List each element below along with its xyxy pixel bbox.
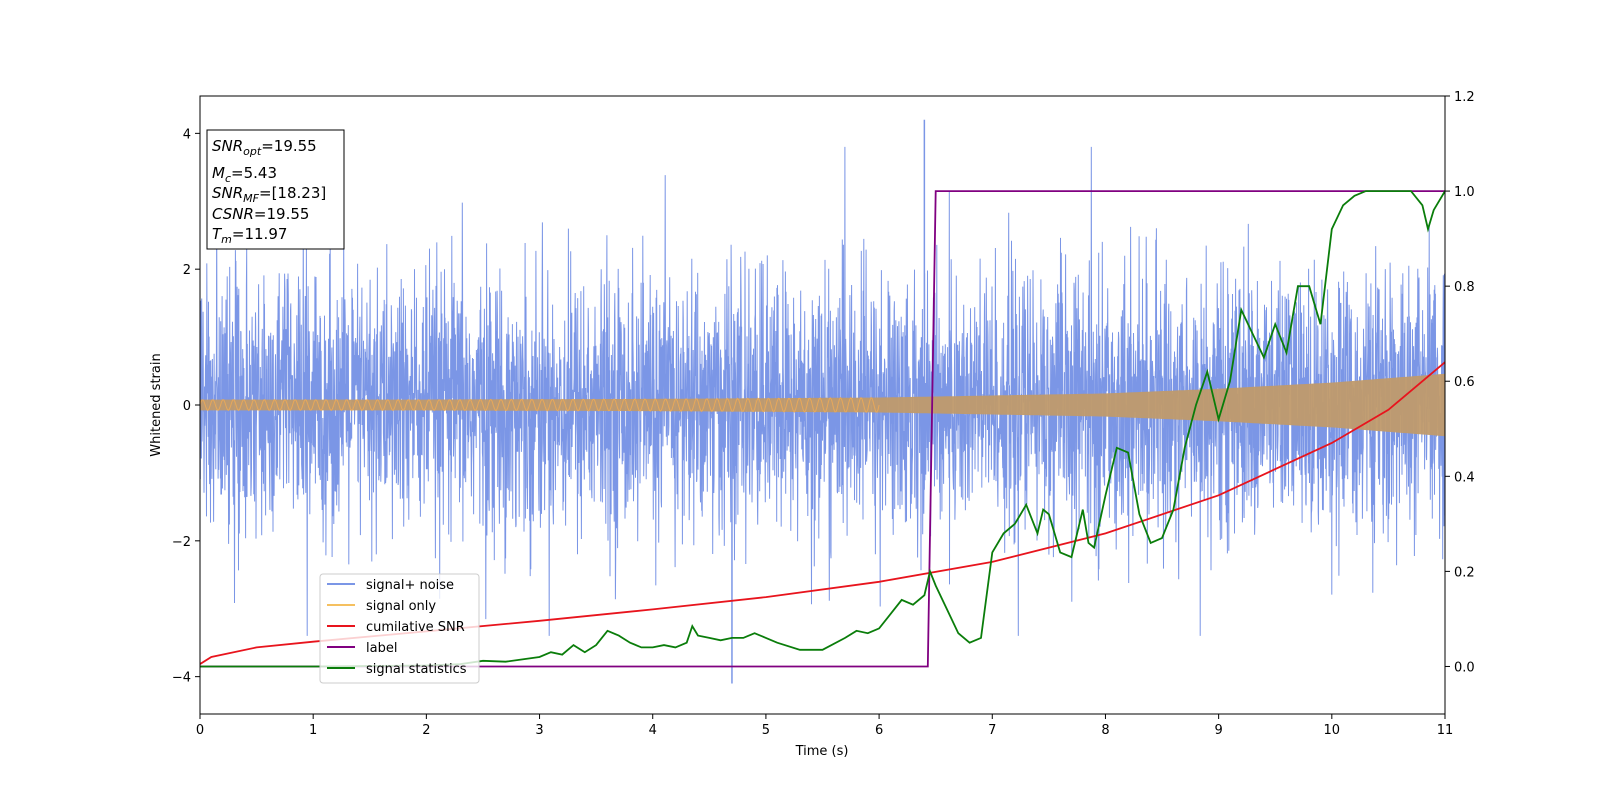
y-tick-right-label: 1.2 — [1454, 90, 1475, 105]
x-tick-label: 0 — [196, 723, 204, 738]
info-box: SNRopt=19.55 Mc=5.43SNRMF=[18.23]CSNR=19.… — [206, 129, 345, 250]
y-tick-right-label: 0.4 — [1454, 470, 1475, 485]
y-tick-right-label: 0.0 — [1454, 660, 1475, 675]
x-tick-label: 7 — [988, 723, 996, 738]
info-box-line: Tm=11.97 — [212, 225, 287, 246]
y-axis-label: Whitened strain — [149, 353, 164, 456]
info-box-line: SNRMF=[18.23] — [212, 184, 326, 205]
info-box-line: SNRopt=19.55 — [212, 137, 317, 158]
y-tick-left-label: −4 — [172, 671, 191, 686]
y-tick-right-label: 0.2 — [1454, 565, 1475, 580]
y-tick-right-label: 1.0 — [1454, 185, 1475, 200]
legend-label: cumilative SNR — [366, 620, 465, 635]
x-tick-label: 9 — [1214, 723, 1222, 738]
series-label — [200, 190, 1445, 668]
x-tick-label: 2 — [422, 723, 430, 738]
x-tick-label: 11 — [1437, 723, 1454, 738]
x-tick-label: 3 — [535, 723, 543, 738]
info-box-line: CSNR=19.55 — [212, 205, 309, 223]
y-tick-right-label: 0.6 — [1454, 375, 1475, 390]
series-cumilative-snr — [200, 361, 1445, 665]
axis-ticks: 0 1 2 3 4 5 6 7 8 9 10 11 −4 −2 0 2 4 0.0 0.2 0.4 0.6 0.8 1.0 1… — [172, 90, 1475, 738]
x-axis-label: Time (s) — [795, 744, 849, 759]
x-tick-label: 8 — [1101, 723, 1109, 738]
x-tick-label: 1 — [309, 723, 317, 738]
series-signal-statistics — [200, 190, 1445, 668]
y-tick-right-label: 0.8 — [1454, 280, 1475, 295]
y-tick-left-label: 2 — [183, 263, 191, 278]
x-tick-label: 10 — [1324, 723, 1341, 738]
legend-label: signal statistics — [366, 662, 467, 677]
legend-label: label — [366, 641, 397, 656]
info-box-frame — [206, 129, 345, 250]
legend-frame — [319, 573, 480, 684]
x-tick-label: 5 — [762, 723, 770, 738]
y-tick-left-label: 4 — [183, 127, 191, 142]
signal-only-oscillation — [200, 396, 880, 414]
y-tick-left-label: −2 — [172, 535, 191, 550]
y-tick-left-label: 0 — [183, 399, 191, 414]
legend-label: signal+ noise — [366, 578, 454, 593]
legend: signal+ noise signal only cumilative SNR la… — [319, 573, 480, 684]
x-tick-label: 6 — [875, 723, 883, 738]
info-box-line: Mc=5.43 — [212, 164, 277, 185]
x-tick-label: 4 — [649, 723, 657, 738]
legend-label: signal only — [366, 599, 436, 614]
plot-area — [200, 119, 1445, 684]
